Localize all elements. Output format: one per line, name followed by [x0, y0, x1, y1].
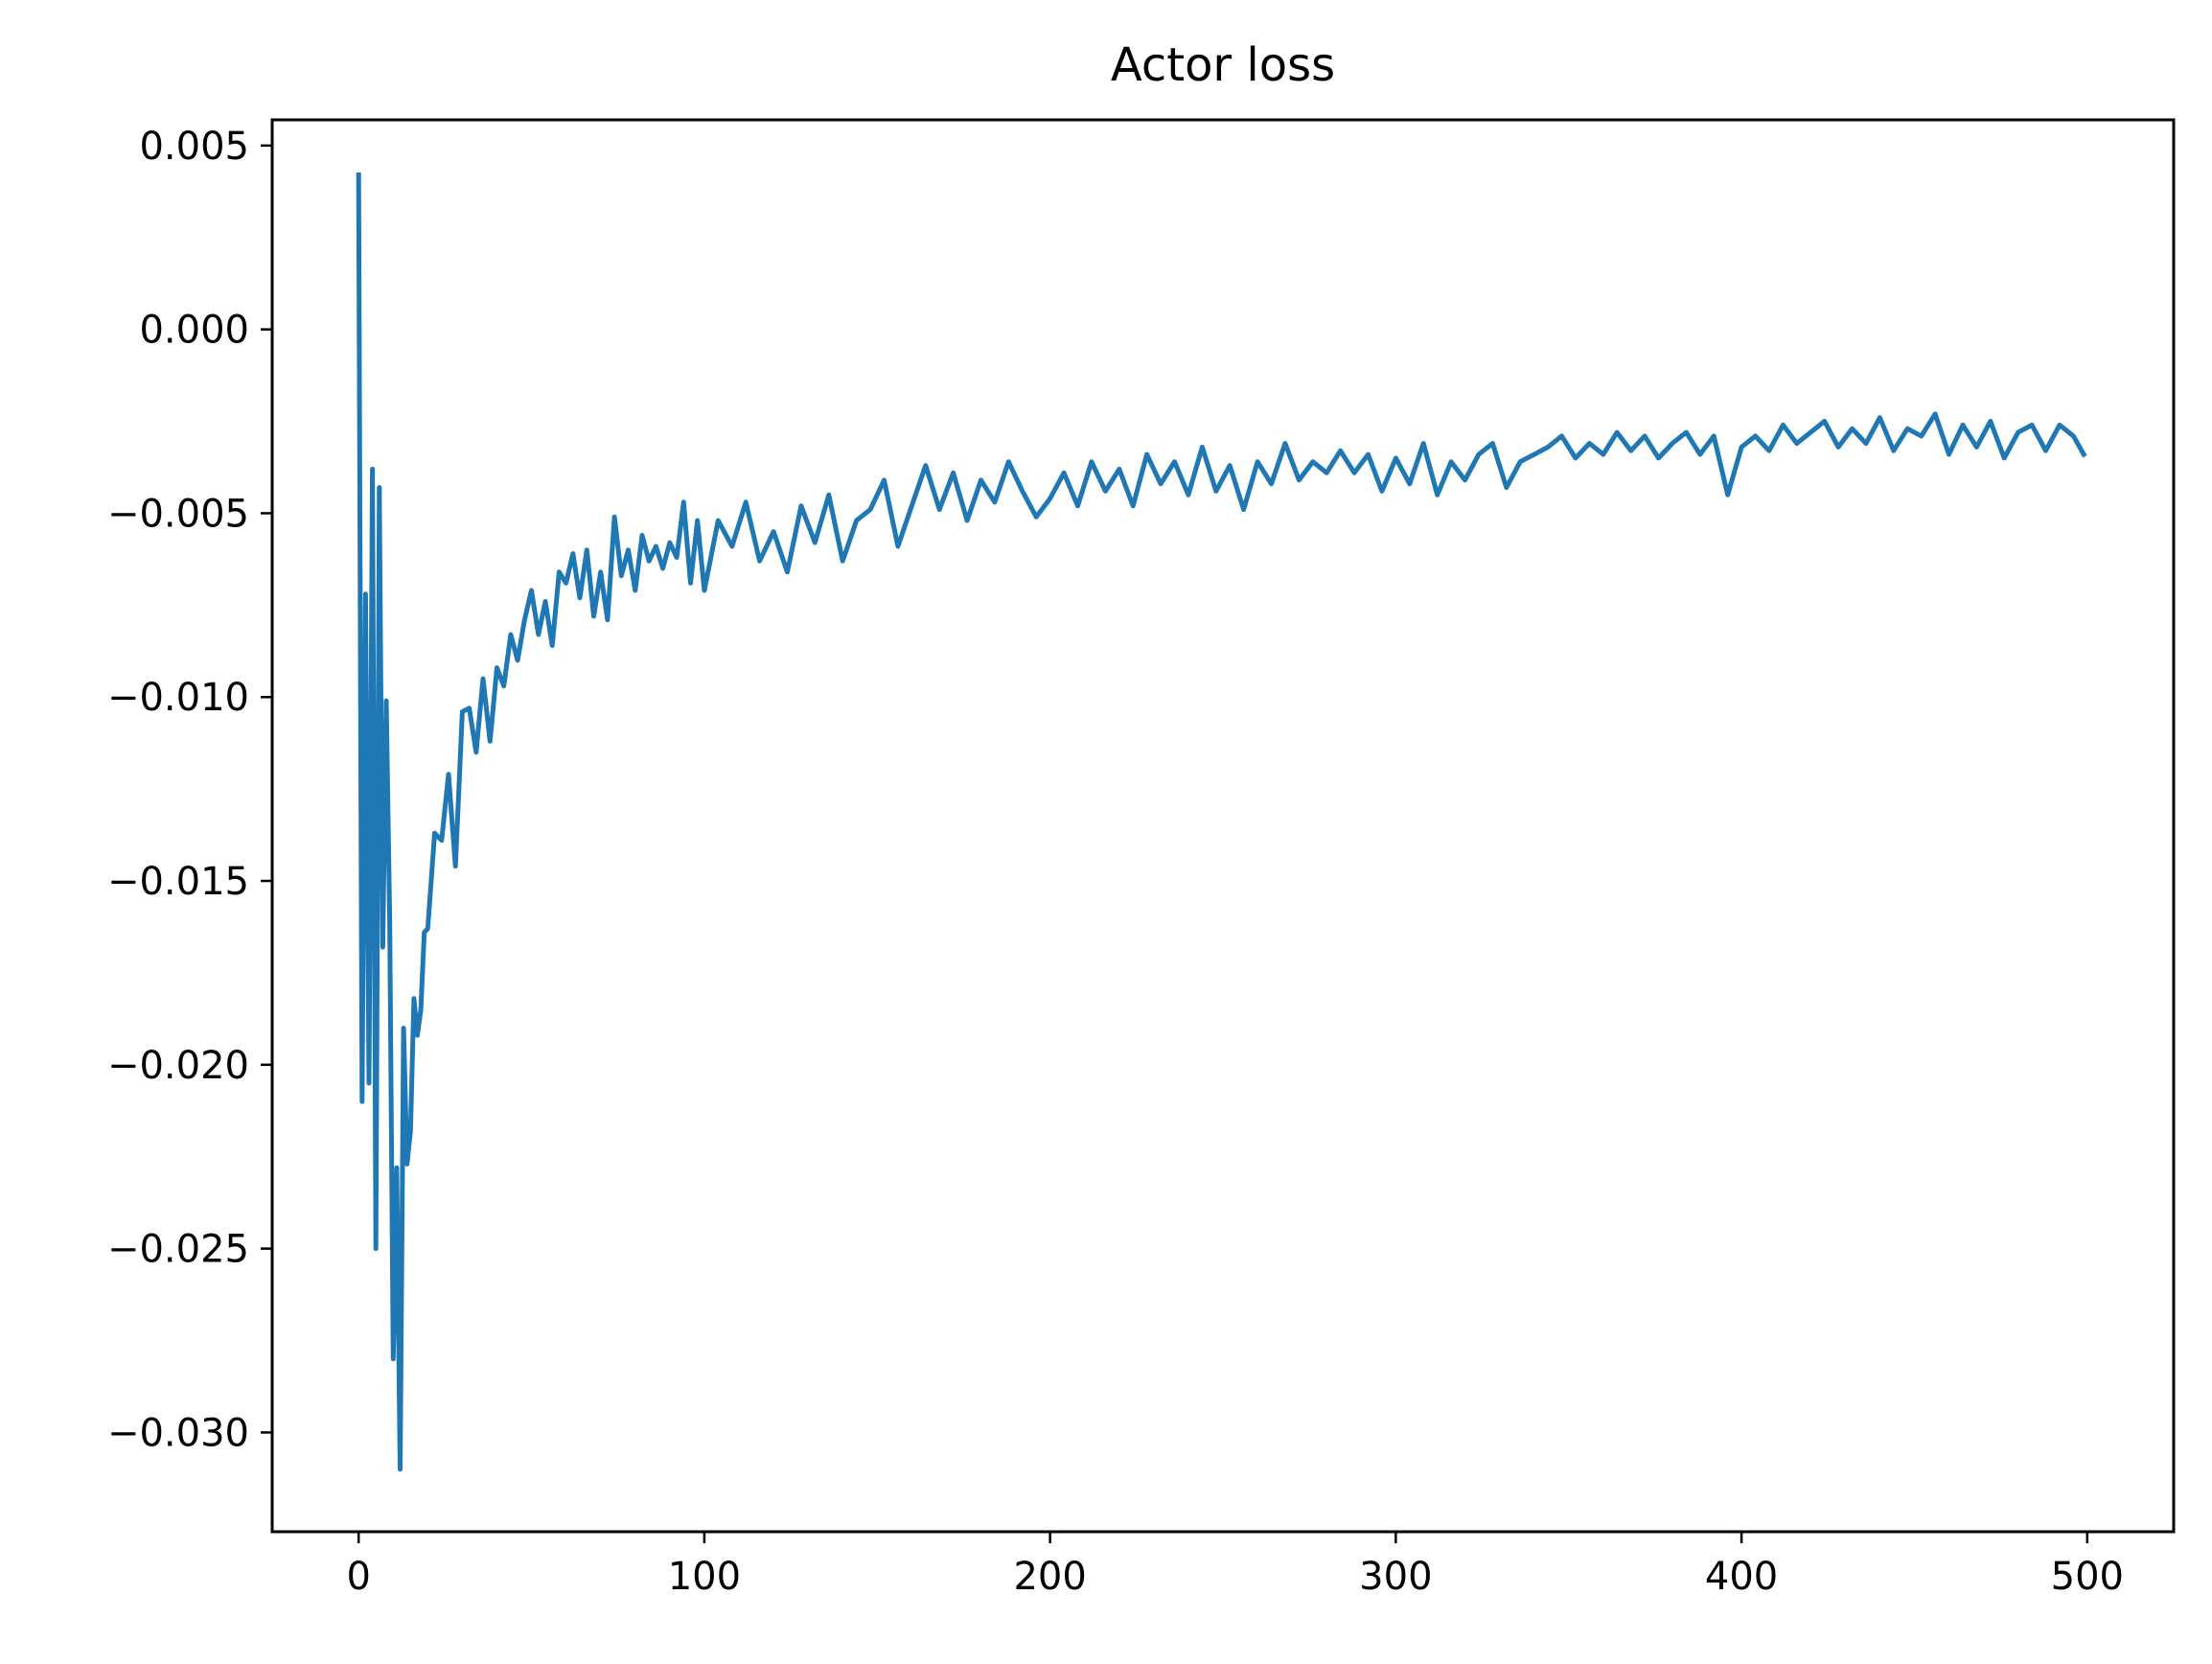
- tick-group: 0 100 200 300 400 500 0.005 0.000 −0.005 −0.010 −0…: [107, 125, 2124, 1599]
- x-tick-label: 200: [1013, 1555, 1086, 1599]
- y-tick-label: −0.030: [107, 1411, 249, 1455]
- x-tick-label: 100: [668, 1555, 741, 1599]
- x-tick-label: 0: [346, 1555, 370, 1599]
- chart-title: Actor loss: [1111, 38, 1335, 92]
- y-tick-label: 0.005: [139, 125, 249, 169]
- y-tick-label: −0.015: [107, 860, 249, 904]
- y-tick-label: −0.010: [107, 676, 249, 720]
- y-tick-label: −0.005: [107, 492, 249, 536]
- series-line: [356, 172, 2087, 1472]
- series-group: [356, 172, 2087, 1472]
- x-tick-label: 500: [2051, 1555, 2124, 1599]
- y-tick-label: −0.020: [107, 1044, 249, 1088]
- y-tick-label: −0.025: [107, 1228, 249, 1272]
- plot-frame: [270, 118, 2176, 1534]
- y-tick-label: 0.000: [139, 309, 249, 353]
- x-tick-label: 400: [1705, 1555, 1778, 1599]
- x-tick-label: 300: [1359, 1555, 1432, 1599]
